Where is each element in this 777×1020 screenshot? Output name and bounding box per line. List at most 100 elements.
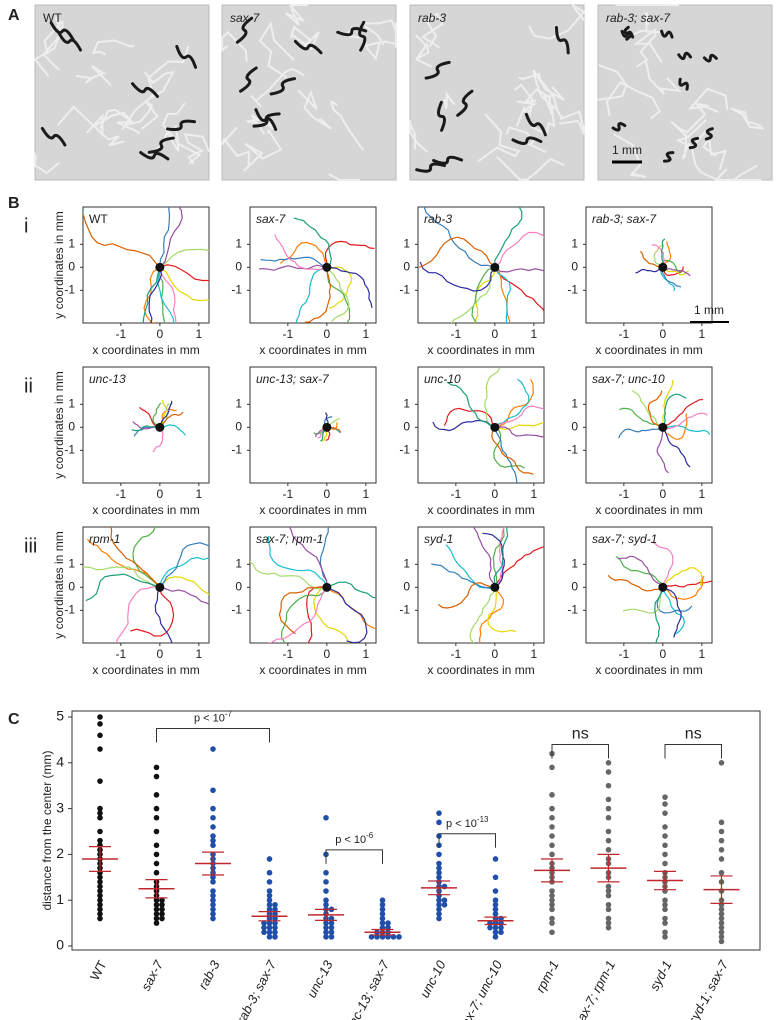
data-point	[328, 929, 335, 936]
trajectory	[635, 266, 663, 274]
data-point	[272, 920, 278, 926]
data-point	[441, 901, 448, 908]
data-point	[159, 897, 165, 903]
x-tick-label: unc-10	[417, 957, 449, 1000]
trajectories	[418, 207, 544, 323]
trajectory	[661, 259, 682, 274]
trajectory	[494, 427, 519, 483]
data-point	[97, 915, 103, 922]
worm	[524, 112, 547, 137]
trajectory	[622, 587, 664, 614]
data-point	[210, 787, 216, 794]
data-point	[549, 897, 555, 903]
scale-bar-label: 1 mm	[694, 303, 724, 317]
data-point	[718, 856, 725, 862]
x-tick-label: -1	[283, 647, 294, 661]
plot-frame	[71, 710, 761, 951]
origin	[490, 582, 500, 592]
plot-label: rab-3; sax-7	[592, 212, 657, 226]
y-tick-label: 0	[235, 579, 242, 593]
worm	[511, 136, 543, 145]
x-tick-label: 0	[660, 647, 667, 661]
data-point	[97, 732, 103, 739]
comparison-text: p < 10	[446, 818, 477, 830]
data-point	[97, 897, 103, 903]
trajectory	[651, 541, 674, 588]
data-point	[492, 856, 499, 862]
x-tick-label: -1	[451, 327, 462, 341]
x-tick-label: unc-13	[304, 957, 336, 1000]
data-point	[492, 934, 499, 940]
y-tick-label: 0	[235, 419, 242, 433]
data-point	[436, 851, 442, 858]
data-point	[605, 814, 612, 821]
panel-label: A	[8, 7, 20, 24]
data-point	[272, 934, 278, 940]
trajectory	[110, 527, 161, 588]
data-point	[718, 828, 725, 835]
data-point	[210, 746, 216, 752]
y-tick-label: -1	[64, 602, 75, 616]
data-point	[97, 714, 103, 720]
data-point	[153, 814, 160, 821]
x-tick-label: -1	[116, 327, 127, 341]
y-tick-label: 0	[235, 259, 242, 273]
data-point	[718, 920, 725, 926]
trajectory	[260, 256, 328, 268]
y-tick-label: 4	[56, 754, 64, 770]
data-point	[266, 869, 273, 876]
data-point	[153, 911, 160, 917]
x-axis-label: x coordinates in mm	[259, 663, 366, 677]
y-tick-label: 1	[403, 396, 410, 410]
data-point	[549, 901, 555, 908]
worm	[702, 53, 718, 63]
trajectory	[279, 241, 328, 268]
trajectory	[661, 267, 682, 288]
panel-label: C	[8, 711, 20, 728]
x-axis-label: x coordinates in mm	[427, 663, 534, 677]
worm	[436, 100, 447, 132]
y-tick-label: 1	[571, 556, 578, 570]
trajectory	[152, 402, 162, 428]
data-point	[662, 851, 668, 858]
x-tick-label: -1	[116, 647, 127, 661]
x-tick-label: -1	[619, 647, 630, 661]
texture	[606, 80, 662, 120]
data-point	[718, 906, 725, 913]
data-point	[605, 888, 612, 894]
trajectories	[635, 238, 691, 292]
worm	[175, 44, 198, 69]
y-tick-label: 1	[235, 556, 242, 570]
data-point	[159, 911, 165, 917]
texture	[559, 110, 585, 135]
data-point	[266, 929, 273, 936]
plot-frame	[585, 366, 713, 484]
photo-label: sax-7	[230, 11, 261, 25]
data-point	[492, 929, 499, 936]
data-point	[549, 851, 555, 858]
worm	[677, 51, 693, 61]
data-point	[159, 901, 165, 908]
data-point	[266, 906, 273, 913]
trajectory	[326, 586, 368, 643]
y-tick-label: 0	[403, 579, 410, 593]
texture	[91, 39, 135, 56]
data-point	[97, 888, 103, 894]
data-point	[210, 906, 216, 913]
y-tick-label: 1	[68, 236, 75, 250]
data-point	[605, 915, 612, 922]
bracket	[664, 743, 722, 759]
trajectory	[295, 266, 328, 323]
trajectory	[491, 427, 534, 475]
y-tick-label: 0	[68, 259, 75, 273]
trajectory	[473, 267, 496, 323]
texture	[221, 31, 248, 62]
x-tick-label: rab-3; sax-7	[233, 957, 279, 1020]
x-tick-label: -1	[451, 647, 462, 661]
trajectory	[281, 586, 328, 643]
data-point	[153, 828, 160, 835]
worm	[139, 151, 170, 161]
origin	[490, 262, 500, 272]
worm	[424, 60, 451, 80]
worm	[678, 77, 689, 91]
